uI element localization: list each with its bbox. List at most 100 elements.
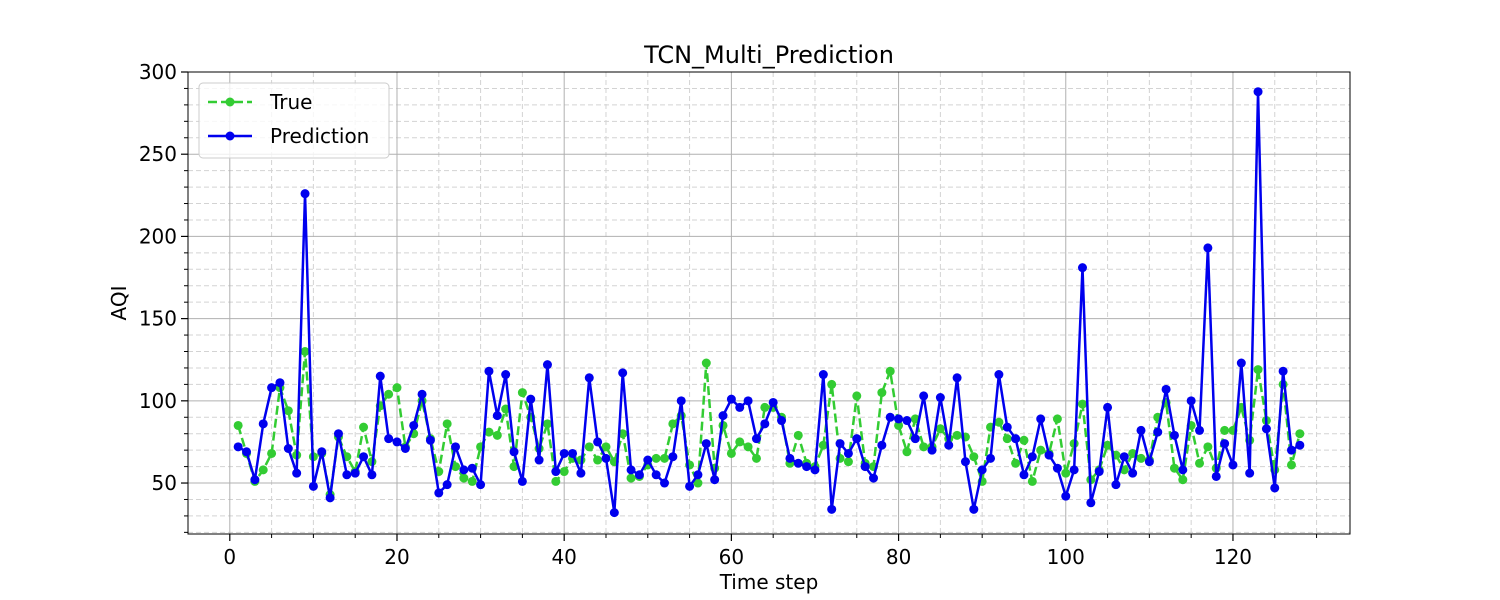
ticks: 0 20 40 60 80 100 120 50 100 150 200 250 300: [139, 60, 1318, 569]
data-point-prediction: [392, 437, 402, 447]
data-point-true: [1002, 434, 1012, 444]
data-point-true: [618, 429, 628, 439]
data-point-prediction: [1236, 358, 1246, 368]
data-point-true: [1253, 365, 1263, 375]
data-point-prediction: [651, 470, 661, 480]
data-point-prediction: [1278, 366, 1288, 376]
chart-title: TCN_Multi_Prediction: [643, 41, 894, 69]
data-point-prediction: [534, 455, 544, 465]
data-point-true: [902, 447, 912, 457]
data-point-true: [818, 440, 828, 450]
data-point-true: [827, 379, 837, 389]
data-point-prediction: [668, 452, 678, 462]
data-point-true: [935, 424, 945, 434]
data-point-true: [969, 452, 979, 462]
data-point-prediction: [576, 468, 586, 478]
legend-box: [198, 82, 390, 159]
data-point-prediction: [250, 475, 260, 485]
data-point-prediction: [1286, 445, 1296, 455]
x-tick-label: 60: [719, 545, 744, 569]
data-point-prediction: [944, 440, 954, 450]
data-point-prediction: [1144, 457, 1154, 467]
data-point-prediction: [417, 389, 427, 399]
data-point-prediction: [1111, 480, 1121, 490]
data-point-prediction: [810, 465, 820, 475]
data-point-prediction: [1128, 468, 1138, 478]
data-point-true: [451, 462, 461, 472]
data-point-prediction: [308, 481, 318, 491]
data-point-prediction: [1245, 468, 1255, 478]
series-line-prediction: [237, 90, 1301, 514]
data-point-prediction: [1061, 491, 1071, 501]
y-axis-label: AQI: [107, 286, 131, 321]
data-point-prediction: [359, 452, 369, 462]
data-point-true: [693, 478, 703, 488]
legend-label-true: True: [269, 90, 312, 114]
data-point-true: [726, 448, 736, 458]
data-point-true: [1220, 425, 1230, 435]
data-point-prediction: [777, 416, 787, 426]
data-point-true: [877, 388, 887, 398]
data-point-prediction: [568, 448, 578, 458]
data-point-prediction: [735, 402, 745, 412]
data-point-prediction: [593, 437, 603, 447]
data-point-true: [1136, 453, 1146, 463]
data-point-prediction: [743, 396, 753, 406]
data-point-prediction: [1094, 467, 1104, 477]
data-point-true: [258, 465, 268, 475]
data-point-true: [1036, 445, 1046, 455]
data-point-prediction: [1103, 402, 1113, 412]
data-point-prediction: [542, 360, 552, 370]
data-point-prediction: [1002, 422, 1012, 432]
data-point-prediction: [843, 448, 853, 458]
data-point-prediction: [233, 442, 243, 452]
data-point-true: [484, 427, 494, 437]
data-point-true: [793, 430, 803, 440]
data-point-prediction: [877, 440, 887, 450]
data-point-prediction: [1052, 463, 1062, 473]
x-tick-label: 100: [1047, 545, 1085, 569]
data-point-prediction: [1186, 396, 1196, 406]
data-point-true: [551, 476, 561, 486]
data-point-prediction: [1086, 498, 1096, 508]
data-point-prediction: [693, 470, 703, 480]
data-point-prediction: [977, 465, 987, 475]
data-point-true: [233, 420, 243, 430]
data-point-prediction: [375, 371, 385, 381]
data-point-prediction: [350, 468, 360, 478]
data-point-prediction: [451, 442, 461, 452]
x-tick-label: 40: [551, 545, 576, 569]
data-point-prediction: [551, 467, 561, 477]
data-point-prediction: [1228, 460, 1238, 470]
data-point-prediction: [1203, 243, 1213, 253]
data-point-prediction: [1153, 427, 1163, 437]
data-point-true: [467, 476, 477, 486]
data-point-true: [1027, 476, 1037, 486]
data-point-prediction: [367, 470, 377, 480]
data-point-true: [760, 402, 770, 412]
data-point-true: [852, 391, 862, 401]
y-tick-label: 250: [139, 142, 177, 166]
data-point-prediction: [785, 453, 795, 463]
data-point-prediction: [509, 447, 519, 457]
data-point-prediction: [960, 457, 970, 467]
data-point-prediction: [1295, 440, 1305, 450]
y-tick-label: 150: [139, 307, 177, 331]
data-point-prediction: [994, 370, 1004, 380]
data-point-true: [1011, 458, 1021, 468]
data-point-true: [885, 366, 895, 376]
data-point-prediction: [1011, 434, 1021, 444]
data-point-prediction: [559, 448, 569, 458]
data-point-prediction: [1195, 425, 1205, 435]
y-tick-label: 50: [152, 471, 177, 495]
data-point-prediction: [425, 435, 435, 445]
data-point-true: [1019, 435, 1029, 445]
data-point-prediction: [1161, 384, 1171, 394]
data-point-true: [743, 442, 753, 452]
data-point-prediction: [1178, 465, 1188, 475]
data-point-prediction: [492, 411, 502, 421]
data-point-prediction: [476, 480, 486, 490]
data-point-prediction: [919, 391, 929, 401]
data-point-true: [267, 448, 277, 458]
